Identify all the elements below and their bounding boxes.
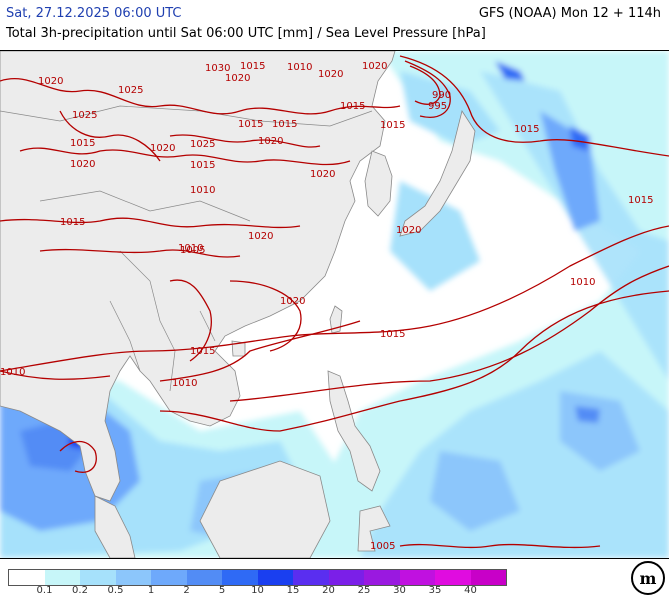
- legend-swatch: [151, 570, 187, 585]
- legend-swatch: [222, 570, 258, 585]
- legend-swatch: [80, 570, 116, 585]
- isobar-label: 995: [428, 101, 447, 112]
- taiwan-island: [329, 305, 343, 334]
- legend-tick-label: 1: [147, 585, 155, 596]
- sulawesi-island: [357, 505, 391, 552]
- legend-swatch: [364, 570, 400, 585]
- isobar-label: 1020: [248, 231, 273, 242]
- isobar-label: 1010: [287, 62, 312, 73]
- isobar-label: 990: [432, 90, 451, 101]
- philippines-islands: [327, 370, 381, 492]
- legend-swatch: [186, 570, 222, 585]
- isobar-label: 1020: [310, 169, 335, 180]
- map-header: Sat, 27.12.2025 06:00 UTC GFS (NOAA) Mon…: [0, 0, 669, 51]
- legend-swatch: [399, 570, 435, 585]
- isobar-label: 1010: [190, 185, 215, 196]
- legend-swatch: [257, 570, 293, 585]
- legend-swatch: [44, 570, 80, 585]
- legend-swatch: [470, 570, 506, 585]
- isobar-label: 1025: [190, 139, 215, 150]
- isobar-label: 1020: [396, 225, 421, 236]
- legend-tick-label: 35: [428, 585, 442, 596]
- legend-swatch: [293, 570, 329, 585]
- isobar-label: 1025: [118, 85, 143, 96]
- precipitation-legend: 0.1 0.2 0.5 1 2 5 10 15 20 25 30 35 40 m: [0, 559, 669, 600]
- legend-tick-label: 2: [183, 585, 190, 596]
- isobar-label: 1015: [272, 119, 297, 130]
- isobar-label: 1005: [180, 245, 205, 256]
- isobar-label: 1005: [370, 541, 395, 552]
- land-layer: [0, 51, 476, 558]
- isobar-label: 1015: [190, 346, 215, 357]
- isobar-label: 1020: [70, 159, 95, 170]
- isobar-label: 1010: [0, 367, 25, 378]
- legend-tick-label: 15: [286, 585, 300, 596]
- map-subtitle: Total 3h-precipitation until Sat 06:00 U…: [6, 26, 486, 41]
- borneo-island: [199, 460, 331, 558]
- legend-tick-label: 25: [357, 585, 371, 596]
- legend-swatch: [328, 570, 364, 585]
- isobar-label: 1015: [514, 124, 539, 135]
- isobar-label: 1010: [570, 277, 595, 288]
- isobar-label: 1015: [238, 119, 263, 130]
- legend-tick-label: 0.5: [107, 585, 124, 596]
- isobar-label: 1015: [240, 61, 265, 72]
- legend-tick-label: 10: [251, 585, 264, 596]
- isobar-label: 1020: [280, 296, 305, 307]
- legend-tick-label: 5: [218, 585, 226, 596]
- isobar-label: 1020: [258, 136, 283, 147]
- isobar-labels: 1020 1025 1015 1020 1030 1025 1020 1015 …: [0, 61, 653, 552]
- isobar-label: 1010: [172, 378, 197, 389]
- isobar-label: 1015: [628, 195, 653, 206]
- isobar-layer: [0, 55, 669, 549]
- legend-tick-label: 30: [393, 585, 406, 596]
- isobar-label: 1010: [178, 243, 203, 254]
- map-canvas: 1020 1025 1015 1020 1030 1025 1020 1015 …: [0, 51, 669, 558]
- legend-tick-label: 0.1: [36, 585, 53, 596]
- korea-peninsula: [364, 150, 393, 217]
- legend-tick-label: 20: [322, 585, 335, 596]
- isobar-label: 1015: [380, 120, 405, 131]
- legend-color-bar: [8, 569, 507, 586]
- isobar-label: 1020: [225, 73, 250, 84]
- legend-tick-label: 40: [464, 585, 477, 596]
- weather-map[interactable]: 1020 1025 1015 1020 1030 1025 1020 1015 …: [0, 51, 669, 559]
- legend-swatch: [115, 570, 151, 585]
- isobar-label: 1015: [190, 160, 215, 171]
- malay-peninsula: [94, 495, 136, 558]
- legend-tick-label: 0.2: [72, 585, 88, 596]
- isobar-label: 1020: [150, 143, 175, 154]
- legend-swatch: [9, 570, 45, 585]
- legend-swatch: [435, 570, 471, 585]
- logo-text: m: [639, 568, 657, 588]
- isobar-label: 1020: [362, 61, 387, 72]
- asia-mainland: [0, 51, 396, 502]
- isobar-label: 1030: [205, 63, 230, 74]
- isobar-label: 1020: [38, 76, 63, 87]
- japan-islands: [399, 110, 476, 237]
- valid-date: Sat, 27.12.2025 06:00 UTC: [6, 6, 182, 21]
- isobar-label: 1015: [340, 101, 365, 112]
- isobar-label: 1020: [318, 69, 343, 80]
- isobar-label: 1015: [380, 329, 405, 340]
- meteologix-logo: m: [631, 561, 665, 595]
- isobar-label: 1015: [60, 217, 85, 228]
- model-run: GFS (NOAA) Mon 12 + 114h: [478, 6, 661, 21]
- isobar-label: 1015: [70, 138, 95, 149]
- isobar-label: 1025: [72, 110, 97, 121]
